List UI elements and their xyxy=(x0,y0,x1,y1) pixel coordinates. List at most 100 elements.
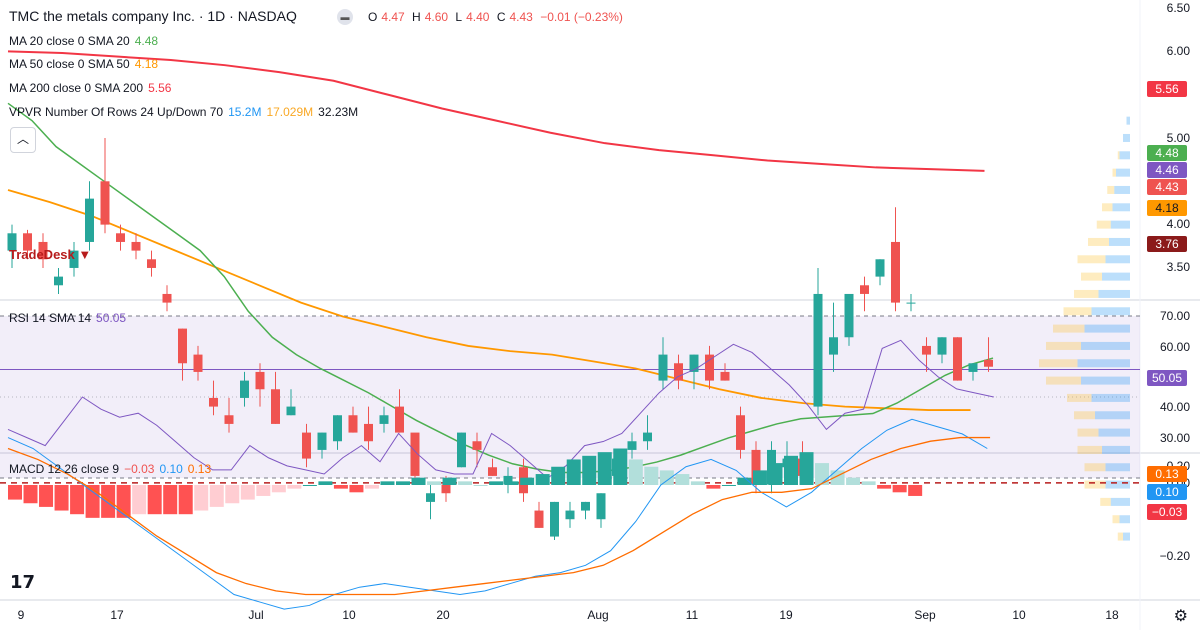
candle-body xyxy=(54,276,63,286)
macd-hist-bar xyxy=(551,466,566,485)
vpvr-up-bar xyxy=(1112,203,1130,212)
vpvr-up-bar xyxy=(1095,411,1130,420)
vpvr-up-bar xyxy=(1123,532,1130,541)
candle-body xyxy=(736,415,745,450)
x-tick: 9 xyxy=(17,608,25,622)
vpvr-down-bar xyxy=(1107,185,1115,194)
candle-body xyxy=(441,484,451,494)
ma20-value: 4.48 xyxy=(134,34,159,48)
vpvr-up-bar xyxy=(1105,255,1130,264)
ma50-legend[interactable]: MA 50 close 0 SMA 50 4.18 xyxy=(9,56,163,72)
candle-body xyxy=(410,432,420,476)
rsi-value: 50.05 xyxy=(96,311,127,325)
x-tick: 19 xyxy=(779,608,793,622)
tradingview-logo[interactable]: 𝟭𝟳 xyxy=(10,572,36,592)
ma20-price-pill: 4.48 xyxy=(1147,145,1187,161)
vpvr-up-bar xyxy=(1110,220,1130,229)
vpvr-up-bar xyxy=(1116,168,1130,177)
macd-hist-bar xyxy=(8,485,22,500)
candle-body xyxy=(565,510,575,520)
x-tick: 10 xyxy=(342,608,356,622)
vpvr-down-bar xyxy=(1067,393,1092,402)
candle-body xyxy=(209,397,218,407)
gear-icon[interactable]: ⚙ xyxy=(1173,608,1188,625)
vpvr-up-bar xyxy=(1109,237,1130,246)
open-label: O xyxy=(368,10,378,24)
candle-body xyxy=(178,328,187,364)
macd-hist-bar xyxy=(737,477,752,485)
macd-hist-bar xyxy=(302,485,317,486)
macd-hist-bar xyxy=(442,477,457,485)
macd-hist-bar xyxy=(147,485,162,515)
close-label: C xyxy=(496,10,506,24)
candle-body xyxy=(255,371,265,390)
candle-body xyxy=(426,493,435,502)
macd-hist-bar xyxy=(240,485,255,500)
vpvr-up-bar xyxy=(1098,428,1130,437)
ma200-legend[interactable]: MA 200 close 0 SMA 200 5.56 xyxy=(9,80,176,96)
candle-body xyxy=(968,363,978,372)
vpvr-up-bar xyxy=(1084,324,1130,333)
candle-body xyxy=(875,259,885,277)
candle-body xyxy=(581,501,590,511)
collapse-legend-button[interactable]: ︿ xyxy=(10,127,36,153)
vpvr-down-bar xyxy=(1096,220,1111,229)
symbol-title[interactable]: TMC the metals company Inc. · 1D · NASDA… xyxy=(9,8,297,24)
macd-hist-bar xyxy=(768,463,783,485)
macd-hist-bar xyxy=(256,485,271,496)
macd-legend[interactable]: MACD 12 26 close 9 −0.03 0.10 0.13 xyxy=(9,461,216,477)
sma50-line xyxy=(7,189,971,411)
rsi-tick: 60.00 xyxy=(1159,340,1190,354)
vpvr-up-bar xyxy=(1123,133,1130,142)
candle-body xyxy=(271,389,280,424)
vpvr-up-bar xyxy=(1081,341,1130,350)
vpvr-up-bar xyxy=(1098,289,1130,298)
candle-body xyxy=(100,181,110,225)
hist-pill: −0.03 xyxy=(1147,504,1187,520)
visibility-toggle[interactable]: ▬ xyxy=(337,9,353,25)
vpvr-down-bar xyxy=(1117,532,1123,541)
open-value: 4.47 xyxy=(381,10,405,24)
macd-hist-bar xyxy=(101,485,116,518)
change-value: −0.01 (−0.23%) xyxy=(540,10,623,24)
candle-body xyxy=(720,371,730,381)
vpvr-up-bar xyxy=(1077,359,1130,368)
candle-body xyxy=(658,354,668,381)
price-tick: 3.50 xyxy=(1166,260,1190,274)
candle-body xyxy=(906,302,916,304)
macd-hist-bar xyxy=(659,470,674,485)
macd-hist-bar xyxy=(225,485,240,504)
macd-tick: −0.20 xyxy=(1159,549,1190,563)
vpvr-up-bar xyxy=(1091,393,1130,402)
candle-body xyxy=(317,432,327,450)
rsi-legend[interactable]: RSI 14 SMA 14 50.05 xyxy=(9,310,131,326)
vpvr-up-bar xyxy=(1110,497,1130,506)
macd-hist-bar xyxy=(178,485,193,515)
x-tick: Jul xyxy=(248,608,264,622)
macd-hist-bar xyxy=(877,485,892,489)
candle-body xyxy=(813,293,823,407)
candle-body xyxy=(953,337,962,381)
rsi-tick: 40.00 xyxy=(1159,400,1190,414)
macd-hist-bar xyxy=(489,481,504,485)
macd-hist-bar xyxy=(566,459,581,485)
macd-pill: 0.10 xyxy=(1147,484,1187,500)
macd-line xyxy=(7,418,988,610)
candle-body xyxy=(131,241,141,251)
tradedesk-price-pill: 3.76 xyxy=(1147,236,1187,252)
vpvr-legend[interactable]: VPVR Number Of Rows 24 Up/Down 70 15.2M 17… xyxy=(9,104,363,120)
candle-body xyxy=(147,259,156,268)
macd-hist-bar xyxy=(209,485,224,507)
candle-body xyxy=(689,354,699,372)
vpvr-up-bar xyxy=(1105,463,1130,472)
vpvr-up-bar xyxy=(1114,185,1130,194)
x-tick: 17 xyxy=(110,608,124,622)
vpvr-down-bar xyxy=(1074,289,1099,298)
candle-body xyxy=(705,354,714,381)
rsi-band xyxy=(0,316,1140,478)
candle-body xyxy=(85,198,94,242)
macd-hist-bar xyxy=(644,466,659,485)
vpvr-down-bar xyxy=(1053,324,1085,333)
ma20-legend[interactable]: MA 20 close 0 SMA 20 4.48 xyxy=(9,33,163,49)
